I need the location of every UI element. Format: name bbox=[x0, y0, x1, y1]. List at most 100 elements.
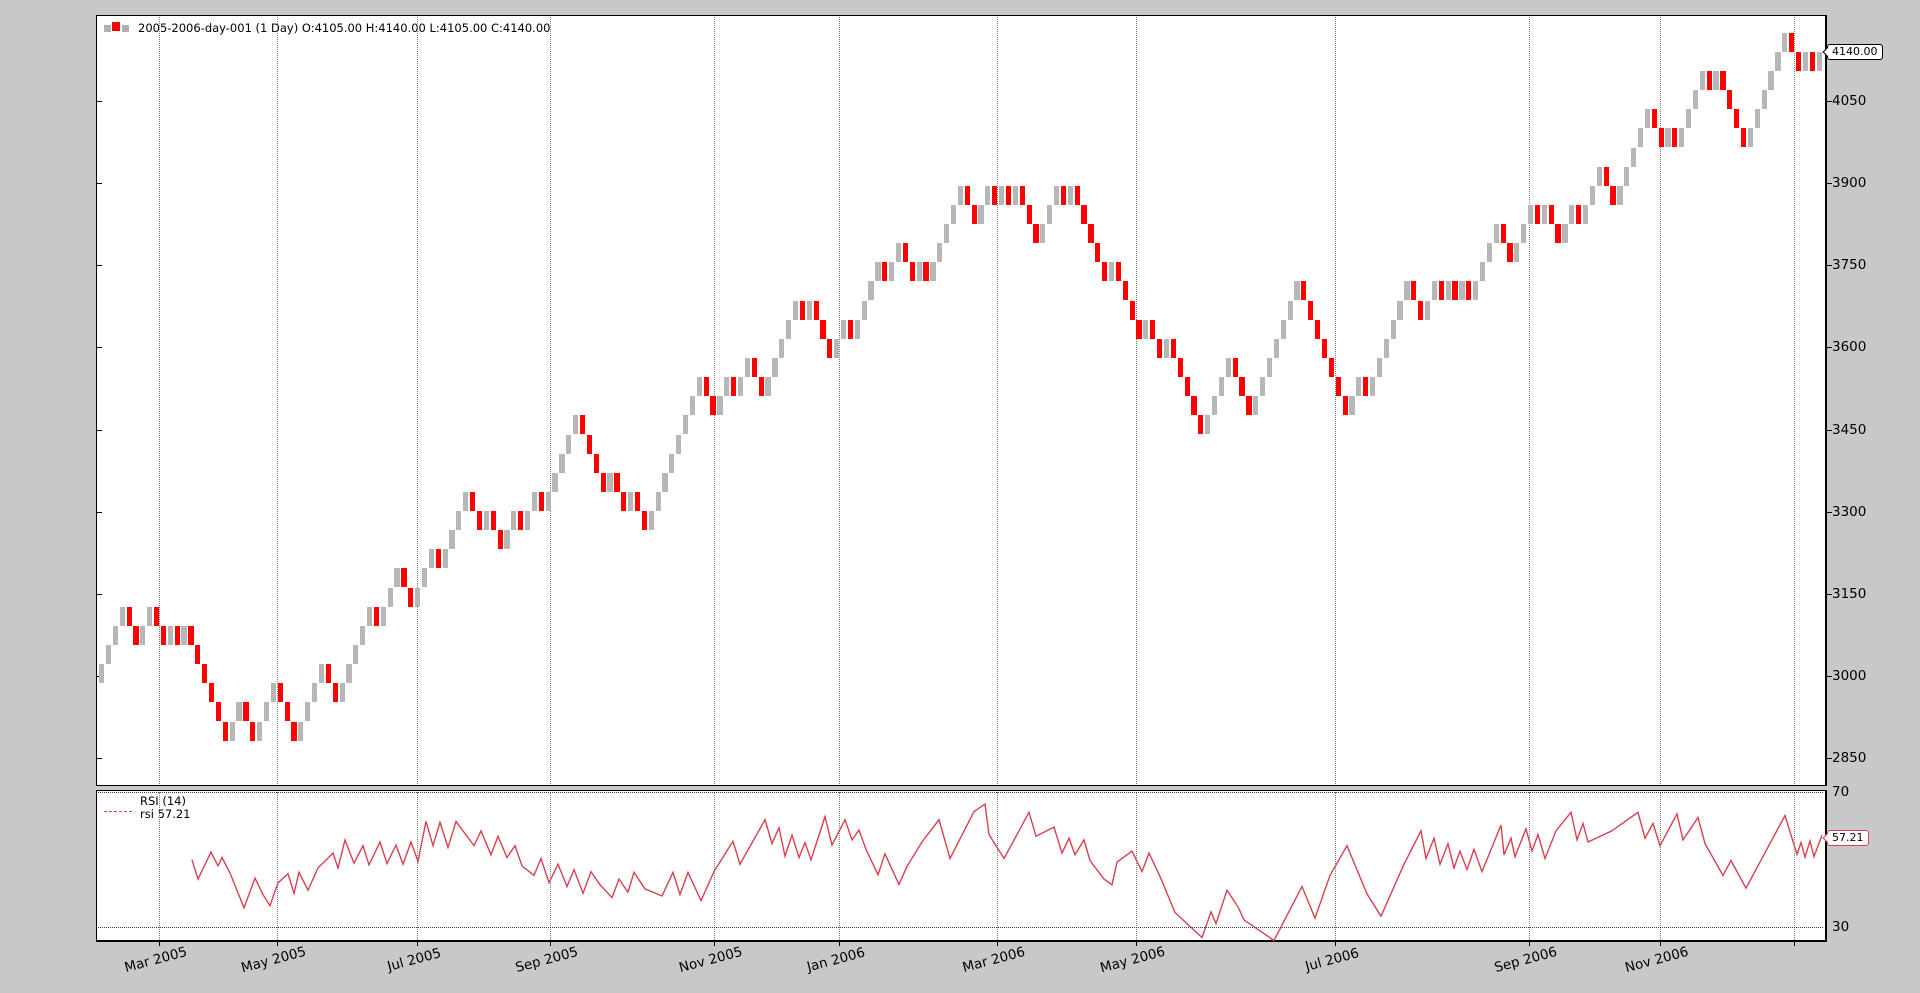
renko-brick-up bbox=[1754, 109, 1760, 129]
x-axis-label: May 2006 bbox=[1098, 943, 1167, 977]
renko-brick-down bbox=[126, 606, 132, 626]
y-axis-tick bbox=[1827, 512, 1832, 513]
renko-brick-down bbox=[1095, 243, 1101, 263]
renko-brick-up bbox=[868, 281, 874, 301]
renko-brick-down bbox=[222, 721, 228, 741]
renko-brick-up bbox=[387, 587, 393, 607]
renko-brick-down bbox=[1466, 281, 1472, 301]
renko-brick-up bbox=[1280, 319, 1286, 339]
y-axis-label: 3000 bbox=[1832, 668, 1867, 684]
renko-brick-down bbox=[1555, 224, 1561, 244]
renko-brick-up bbox=[428, 549, 435, 569]
renko-brick-up bbox=[257, 721, 263, 741]
renko-brick-down bbox=[373, 606, 380, 626]
renko-brick-down bbox=[1005, 185, 1012, 205]
renko-brick-up bbox=[1273, 338, 1280, 358]
renko-brick-down bbox=[1328, 357, 1334, 377]
renko-brick-down bbox=[1576, 204, 1582, 224]
renko-brick-up bbox=[655, 491, 661, 511]
renko-brick-down bbox=[497, 530, 503, 550]
renko-brick-up bbox=[1053, 185, 1060, 205]
renko-brick-up bbox=[1816, 51, 1822, 71]
renko-brick-up bbox=[683, 415, 689, 435]
renko-brick-up bbox=[1473, 281, 1479, 301]
y-axis-inner-tick bbox=[97, 594, 102, 595]
renko-brick-down bbox=[827, 338, 833, 358]
renko-brick-up bbox=[449, 530, 455, 550]
x-axis-label: Sep 2005 bbox=[513, 943, 580, 977]
renko-brick-up bbox=[834, 338, 840, 358]
x-axis-tick bbox=[1136, 941, 1137, 946]
renko-brick-down bbox=[971, 204, 977, 224]
renko-brick-up bbox=[552, 472, 558, 492]
renko-brick-up bbox=[1108, 262, 1115, 282]
renko-brick-down bbox=[1603, 166, 1609, 186]
renko-brick-up bbox=[1582, 204, 1589, 224]
vertical-gridline bbox=[159, 792, 160, 940]
renko-brick-up bbox=[463, 491, 469, 511]
renko-brick-up bbox=[1404, 281, 1410, 301]
y-axis-inner-tick bbox=[97, 183, 102, 184]
renko-brick-down bbox=[208, 683, 215, 703]
renko-brick-down bbox=[470, 491, 476, 511]
renko-brick-down bbox=[1672, 128, 1678, 148]
renko-brick-up bbox=[1692, 90, 1699, 110]
renko-brick-down bbox=[133, 625, 139, 645]
renko-brick-up bbox=[1768, 70, 1774, 90]
renko-brick-down bbox=[902, 243, 909, 263]
renko-brick-up bbox=[696, 377, 702, 397]
vertical-gridline bbox=[1529, 792, 1530, 940]
price-chart-panel[interactable] bbox=[96, 15, 1827, 786]
renko-brick-up bbox=[1713, 70, 1719, 90]
renko-brick-up bbox=[360, 625, 366, 645]
renko-brick-down bbox=[1706, 70, 1712, 90]
renko-brick-up bbox=[950, 204, 957, 224]
renko-brick-up bbox=[895, 243, 902, 263]
renko-brick-up bbox=[1761, 90, 1767, 110]
renko-brick-down bbox=[813, 300, 819, 320]
rsi-line-swatch-icon bbox=[104, 811, 132, 812]
renko-brick-up bbox=[1747, 128, 1754, 148]
renko-brick-down bbox=[332, 683, 338, 703]
renko-brick-up bbox=[531, 491, 538, 511]
y-axis-label: 3450 bbox=[1832, 422, 1867, 438]
x-axis-tick bbox=[277, 941, 278, 946]
renko-brick-up bbox=[573, 415, 579, 435]
y-axis-tick bbox=[1827, 265, 1832, 266]
renko-brick-down bbox=[634, 491, 641, 511]
y-axis-tick bbox=[1827, 676, 1832, 677]
renko-brick-up bbox=[889, 262, 895, 282]
renko-brick-up bbox=[421, 568, 428, 588]
renko-brick-down bbox=[174, 625, 180, 645]
x-axis-label: Sep 2006 bbox=[1492, 943, 1559, 977]
renko-brick-down bbox=[710, 396, 716, 416]
renko-brick-down bbox=[992, 185, 998, 205]
renko-brick-up bbox=[978, 204, 984, 224]
renko-brick-up bbox=[1431, 281, 1438, 301]
renko-brick-down bbox=[1507, 243, 1513, 263]
renko-brick-down bbox=[1060, 185, 1067, 205]
x-axis-tick bbox=[997, 941, 998, 946]
renko-brick-down bbox=[703, 377, 709, 397]
x-axis-tick bbox=[714, 941, 715, 946]
renko-brick-up bbox=[689, 396, 696, 416]
renko-brick-down bbox=[751, 357, 757, 377]
renko-brick-up bbox=[1369, 377, 1376, 397]
renko-brick-up bbox=[167, 625, 173, 645]
vertical-gridline bbox=[1529, 17, 1530, 784]
renko-brick-up bbox=[305, 702, 311, 722]
renko-brick-down bbox=[1321, 338, 1328, 358]
rsi-indicator-panel[interactable] bbox=[96, 790, 1827, 942]
renko-brick-up bbox=[394, 568, 400, 588]
y-axis-label: 3750 bbox=[1832, 257, 1867, 273]
renko-brick-up bbox=[937, 243, 943, 263]
renko-brick-down bbox=[758, 377, 764, 397]
renko-brick-up bbox=[1067, 185, 1073, 205]
renko-brick-up bbox=[772, 357, 778, 377]
rsi-level-line bbox=[98, 792, 1823, 793]
renko-brick-up bbox=[875, 262, 881, 282]
renko-brick-up bbox=[1589, 185, 1596, 205]
vertical-gridline bbox=[1794, 792, 1795, 940]
renko-brick-down bbox=[600, 472, 606, 492]
vertical-gridline bbox=[1660, 17, 1661, 784]
